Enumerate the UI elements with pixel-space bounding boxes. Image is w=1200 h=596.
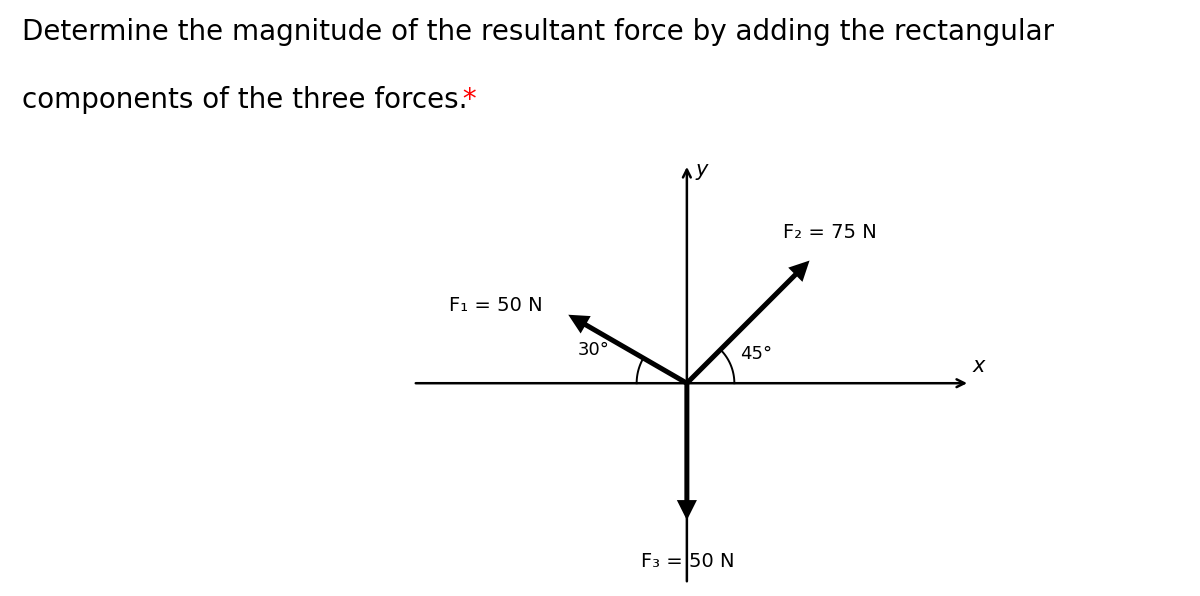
Text: components of the three forces.: components of the three forces. [22, 86, 467, 114]
Text: y: y [696, 160, 708, 179]
FancyArrow shape [569, 315, 688, 386]
Text: F₁ = 50 N: F₁ = 50 N [450, 296, 544, 315]
FancyArrow shape [677, 383, 697, 520]
Text: F₃ = 50 N: F₃ = 50 N [641, 552, 734, 571]
FancyArrow shape [685, 260, 810, 385]
Text: 30°: 30° [577, 340, 610, 359]
Text: Determine the magnitude of the resultant force by adding the rectangular: Determine the magnitude of the resultant… [22, 18, 1054, 46]
Text: *: * [454, 86, 476, 114]
Text: 45°: 45° [740, 345, 772, 363]
Text: F₂ = 75 N: F₂ = 75 N [782, 223, 876, 242]
Text: x: x [973, 356, 985, 376]
